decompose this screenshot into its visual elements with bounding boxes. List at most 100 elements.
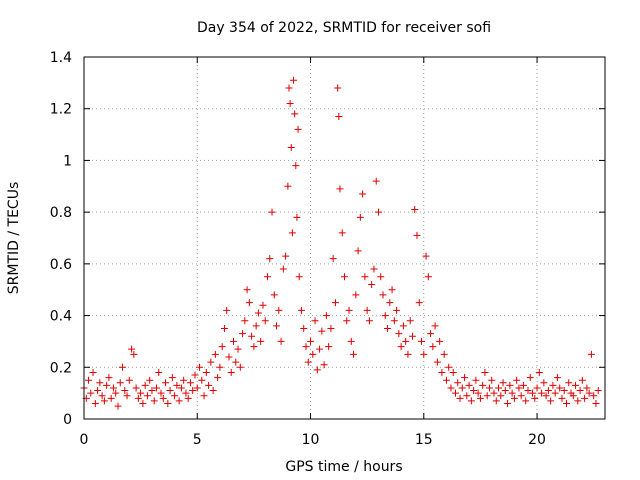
data-point xyxy=(581,394,589,402)
data-point xyxy=(587,350,595,358)
chart-title: Day 354 of 2022, SRMTID for receiver sof… xyxy=(197,20,491,36)
data-point xyxy=(483,392,491,400)
data-point xyxy=(302,343,310,351)
data-point xyxy=(91,399,99,407)
data-point xyxy=(334,84,342,92)
data-point xyxy=(166,387,174,395)
x-tick-label: 0 xyxy=(80,432,89,448)
data-point xyxy=(293,213,301,221)
data-point xyxy=(307,337,315,345)
data-point xyxy=(445,363,453,371)
data-point xyxy=(152,384,160,392)
data-point xyxy=(250,343,258,351)
data-point xyxy=(440,350,448,358)
data-point xyxy=(336,185,344,193)
data-point xyxy=(540,379,548,387)
data-point xyxy=(411,206,419,214)
data-point xyxy=(497,392,505,400)
data-point xyxy=(406,317,414,325)
data-point xyxy=(114,402,122,410)
data-point xyxy=(510,394,518,402)
data-point xyxy=(205,381,213,389)
data-point xyxy=(370,265,378,273)
data-point xyxy=(386,299,394,307)
data-point xyxy=(542,392,550,400)
data-point xyxy=(290,76,298,84)
data-point xyxy=(257,337,265,345)
data-point xyxy=(331,299,339,307)
data-point xyxy=(538,389,546,397)
data-point xyxy=(148,387,156,395)
data-point xyxy=(241,317,249,325)
data-point xyxy=(594,387,602,395)
data-point xyxy=(461,374,469,382)
data-point xyxy=(329,255,337,263)
data-point xyxy=(200,392,208,400)
data-point xyxy=(415,299,423,307)
data-point xyxy=(424,273,432,281)
data-point xyxy=(442,376,450,384)
y-tick-label: 0.6 xyxy=(50,257,72,273)
data-point xyxy=(574,397,582,405)
data-point xyxy=(96,379,104,387)
y-tick-label: 1.2 xyxy=(50,102,72,118)
data-point xyxy=(263,273,271,281)
data-point xyxy=(128,345,136,353)
data-point xyxy=(94,387,102,395)
data-point xyxy=(547,397,555,405)
data-point xyxy=(198,376,206,384)
data-point xyxy=(227,368,235,376)
data-point xyxy=(112,389,120,397)
data-point xyxy=(463,392,471,400)
data-point xyxy=(202,368,210,376)
plot-frame xyxy=(83,56,606,420)
data-point xyxy=(157,389,165,397)
data-point xyxy=(304,358,312,366)
data-point xyxy=(522,397,530,405)
data-point xyxy=(456,394,464,402)
data-point xyxy=(239,330,247,338)
data-point xyxy=(470,387,478,395)
y-tick-label: 1.4 xyxy=(50,50,72,66)
data-point xyxy=(193,384,201,392)
data-point xyxy=(354,247,362,255)
data-point xyxy=(300,325,308,332)
data-point xyxy=(175,397,183,405)
data-point xyxy=(143,392,151,400)
data-point xyxy=(286,100,294,108)
y-tick-label: 0 xyxy=(63,412,72,428)
data-point xyxy=(132,384,140,392)
data-point xyxy=(186,379,194,387)
data-point xyxy=(479,381,487,389)
data-point xyxy=(184,394,192,402)
data-point xyxy=(404,350,412,358)
y-tick-label: 0.8 xyxy=(50,205,72,221)
data-point xyxy=(116,379,124,387)
data-point xyxy=(254,309,262,317)
data-points xyxy=(80,76,602,410)
x-tick-label: 20 xyxy=(528,432,546,448)
data-point xyxy=(189,387,197,395)
data-point xyxy=(565,379,573,387)
data-point xyxy=(320,361,328,369)
data-point xyxy=(87,389,95,397)
data-point xyxy=(384,325,392,332)
data-point xyxy=(259,301,267,309)
data-point xyxy=(519,381,527,389)
data-point xyxy=(125,376,133,384)
data-point xyxy=(458,384,466,392)
data-point xyxy=(436,337,444,345)
data-point xyxy=(285,84,293,92)
data-point xyxy=(292,162,300,170)
data-point xyxy=(297,306,305,314)
data-point xyxy=(119,363,127,371)
data-point xyxy=(270,291,278,299)
data-point xyxy=(447,384,455,392)
data-point xyxy=(327,325,335,332)
data-point xyxy=(488,376,496,384)
data-point xyxy=(365,317,373,325)
data-point xyxy=(393,306,401,314)
data-point xyxy=(105,374,113,382)
data-point xyxy=(121,387,129,395)
